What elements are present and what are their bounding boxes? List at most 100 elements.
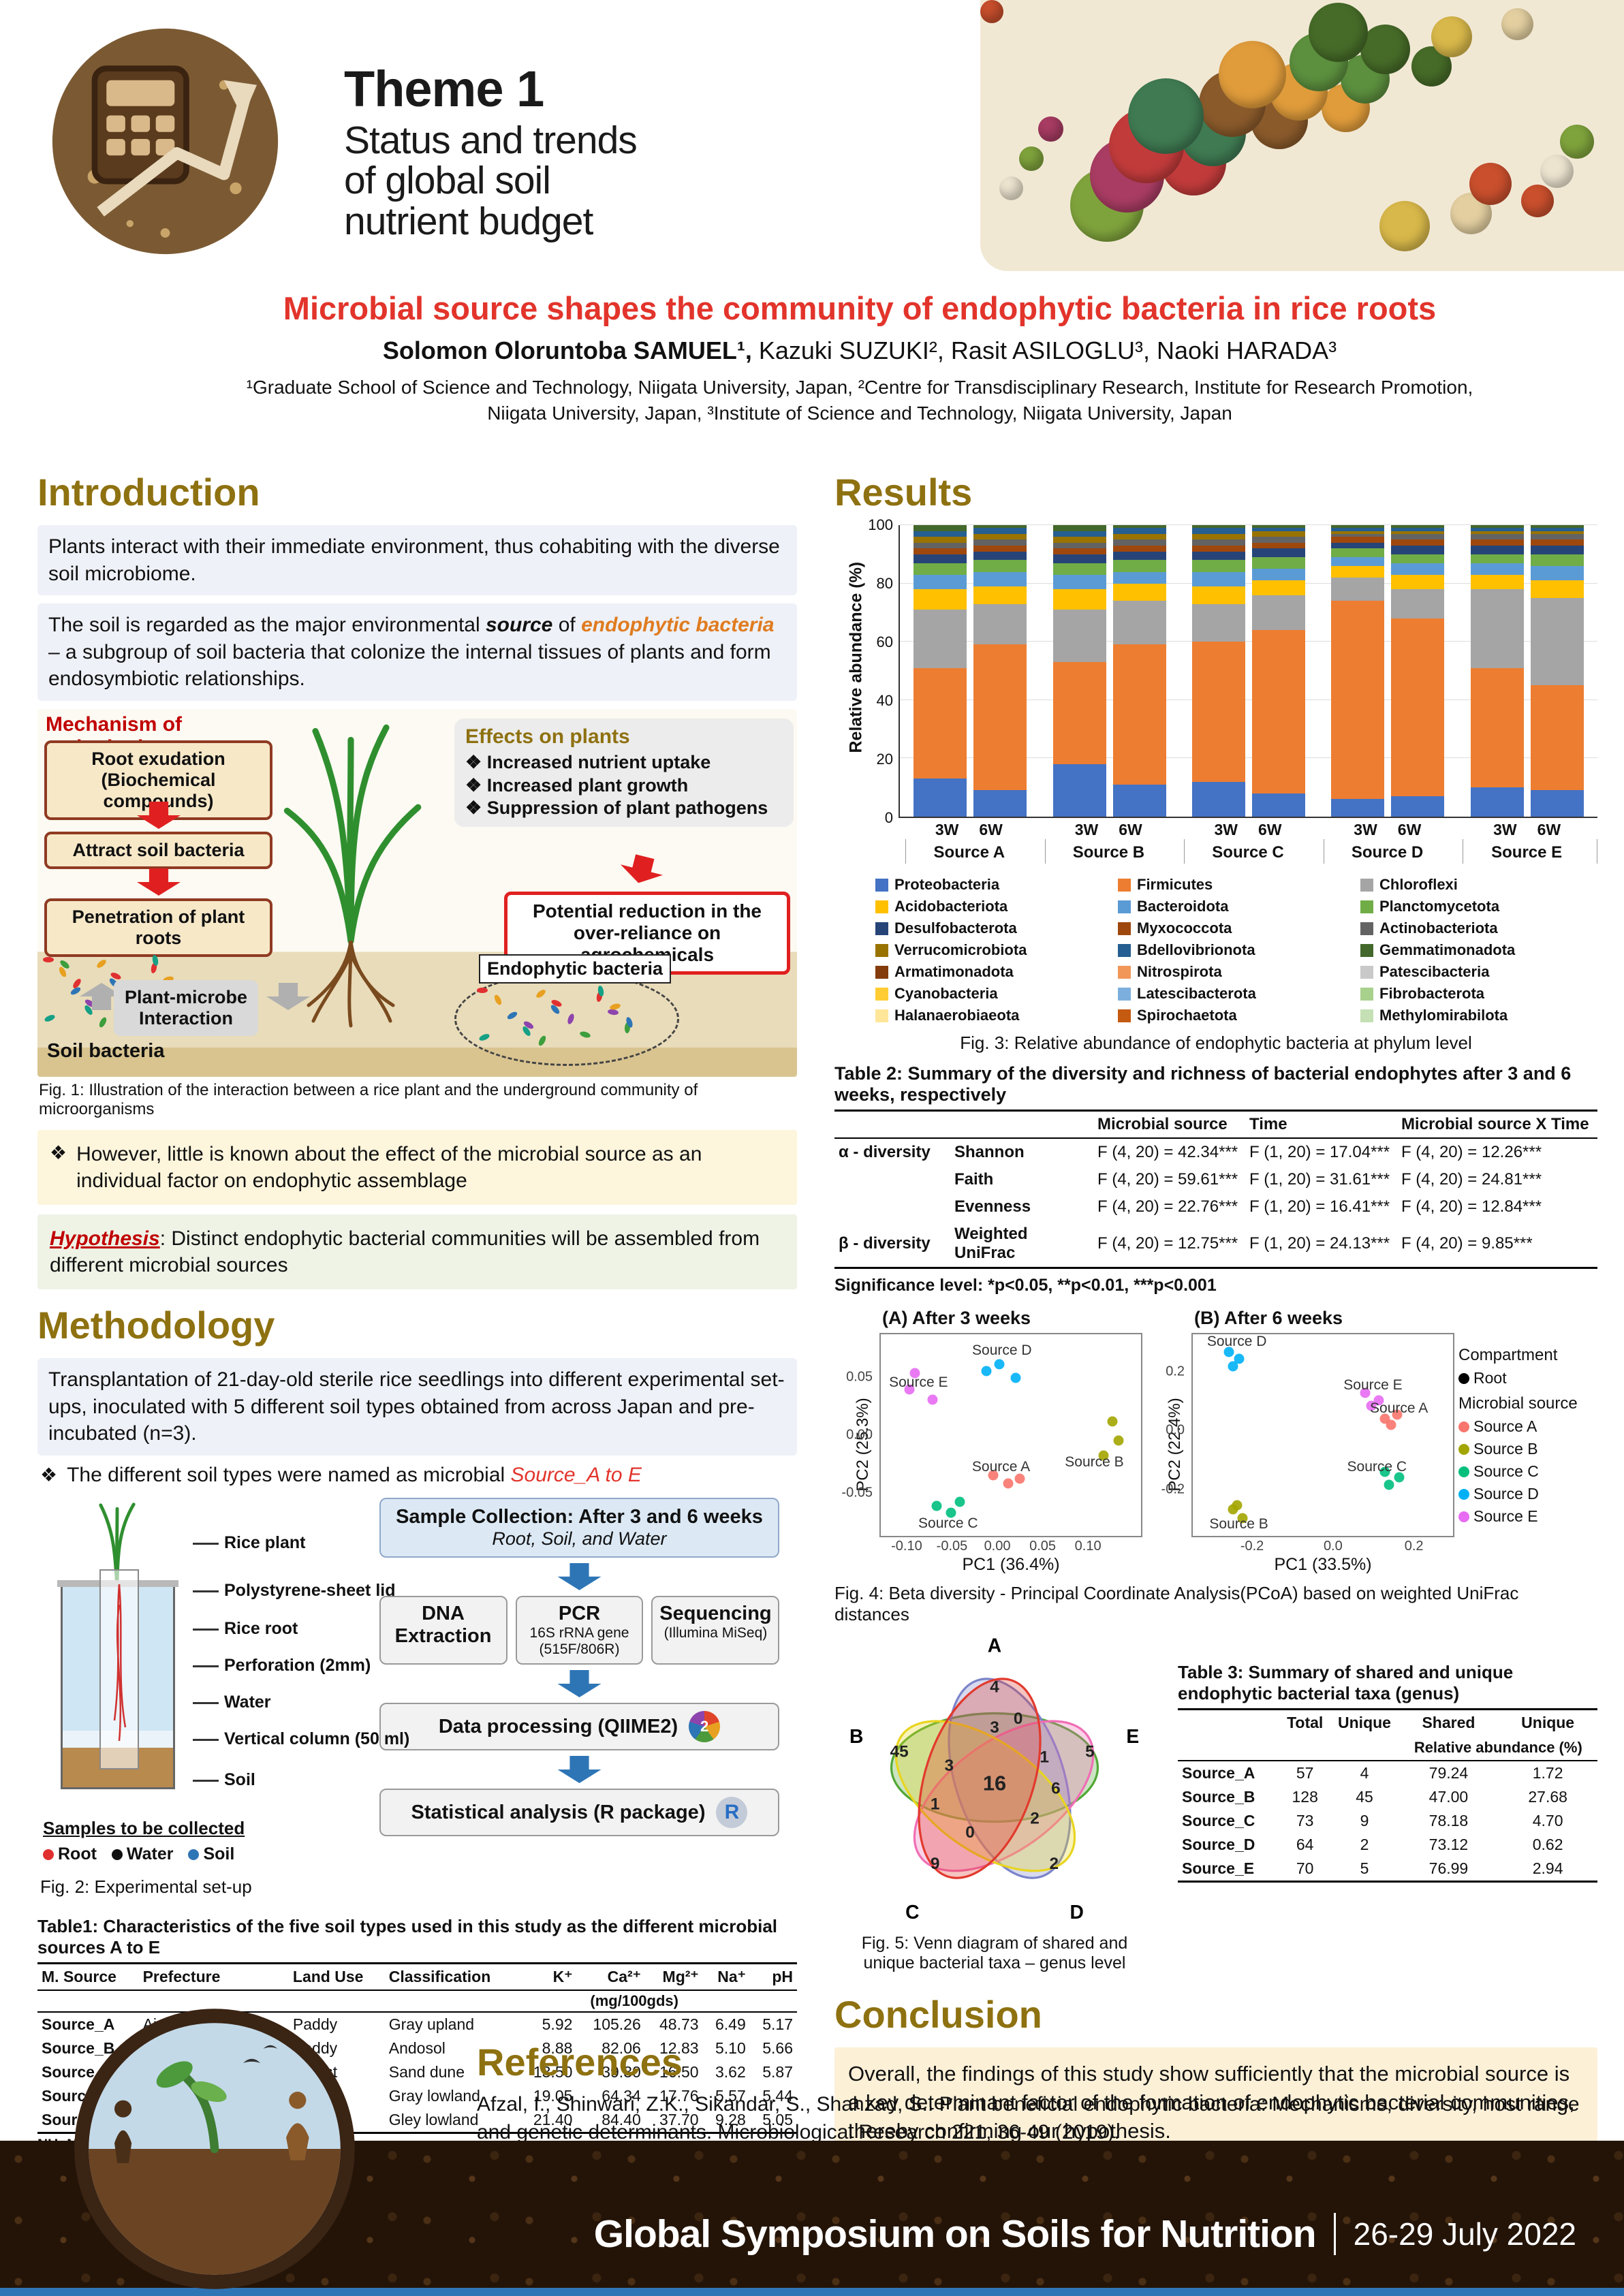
- fig3-bar-Source-D-3W: [1331, 525, 1385, 817]
- reference-item: Afzal, I., Shinwari, Z.K., Sikandar, S.,…: [477, 2093, 1580, 2143]
- pcoa-point: [904, 1384, 915, 1395]
- fig3-legend-item: Acidobacteriota: [875, 898, 1112, 915]
- fig3-source-label: Source B: [1044, 839, 1172, 864]
- fig3-y-axis: 0 20 40 60 80 100: [868, 516, 893, 826]
- fig3-legend-item: Cyanobacteria: [875, 985, 1112, 1003]
- fig1-interaction-box: Plant-microbe Interaction: [114, 979, 258, 1036]
- fig3-bar-Source-C-6W: [1252, 525, 1306, 817]
- fig3-legend-item: Chloroflexi: [1360, 876, 1597, 894]
- pcoa-point: [1373, 1395, 1384, 1406]
- food-collage-image: [980, 0, 1624, 271]
- workflow-flowchart: Sample Collection: After 3 and 6 weeks R…: [362, 1497, 797, 1906]
- fig3-legend-item: Verrucomicrobiota: [875, 941, 1112, 959]
- pcoa-b-xlabel: PC1 (33.5%): [1274, 1555, 1372, 1574]
- pcoa-point: [1392, 1409, 1403, 1420]
- pcoa-point: [1232, 1500, 1243, 1511]
- fig3-week-labels: 3W 6W 3W 6W 3W 6W 3W 6W 3W 6W: [935, 821, 1561, 838]
- fig1-box-penetration: Penetration of plant roots: [44, 898, 272, 958]
- fig3-caption: Fig. 3: Relative abundance of endophytic…: [960, 1033, 1472, 1053]
- fig3-legend-item: Bacteroidota: [1118, 898, 1355, 915]
- fig3-bar-Source-B-6W: [1112, 525, 1166, 817]
- authors: Solomon Oloruntoba SAMUEL¹, Kazuki SUZUK…: [116, 336, 1604, 365]
- bacterium-icon: [493, 994, 503, 1007]
- pcoa-point: [1234, 1353, 1245, 1364]
- fig1-endophytic-label: Endophytic bacteria: [479, 954, 672, 984]
- flow-arrow-icon: [557, 1670, 602, 1698]
- bacterium-icon: [43, 956, 54, 962]
- svg-text:A: A: [988, 1635, 1001, 1656]
- table2-diversity: Microbial source Time Microbial source X…: [834, 1110, 1597, 1269]
- flow-sample-collection: Sample Collection: After 3 and 6 weeks R…: [379, 1497, 780, 1558]
- pcoa-point: [927, 1394, 938, 1405]
- left-column: Introduction Plants interact with their …: [37, 470, 797, 2153]
- fig2-label: Vertical column (50 ml): [193, 1729, 409, 1749]
- pcoa-point: [1107, 1416, 1118, 1427]
- fig3-bar-Source-E-3W: [1470, 525, 1524, 817]
- fig3-legend-item: Fibrobacterota: [1360, 985, 1597, 1003]
- svg-text:4: 4: [990, 1678, 999, 1697]
- pcoa-point: [946, 1507, 956, 1518]
- qiime2-logo-icon: 2: [689, 1711, 721, 1743]
- references-heading: References: [477, 2041, 683, 2083]
- pcoa-point: [1384, 1479, 1394, 1490]
- methodology-heading: Methodology: [37, 1303, 275, 1347]
- intro-paragraph-1: Plants interact with their immediate env…: [37, 525, 797, 596]
- bacterium-icon: [477, 987, 488, 993]
- table-row: Source_B 128 45 47.00 27.68: [1182, 1788, 1567, 1806]
- legend-root-item: Root: [1458, 1369, 1595, 1387]
- rice-root-illustration: [307, 940, 395, 1028]
- food-item: [999, 176, 1024, 200]
- pcoa-point: [1098, 1450, 1109, 1461]
- title-block: Microbial source shapes the community of…: [116, 289, 1604, 426]
- bacterium-icon: [609, 1002, 621, 1011]
- pcoa-cluster-label: Source B: [1065, 1454, 1124, 1471]
- fig2-label: Rice plant: [193, 1533, 305, 1553]
- pcoa-point: [909, 1368, 920, 1379]
- pcoa-cluster-label: Source D: [972, 1342, 1032, 1358]
- food-item: [1038, 116, 1064, 142]
- fig4-pcoa-plots: (A) After 3 weeks PC2 (25.3%) -0.05 0.00 0…: [834, 1308, 1597, 1575]
- methodology-paragraph: Transplantation of 21-day-old sterile ri…: [37, 1357, 797, 1456]
- svg-text:2: 2: [1050, 1855, 1059, 1873]
- food-item: [1360, 24, 1410, 74]
- pcoa-a-xlabel: PC1 (36.4%): [962, 1555, 1060, 1574]
- svg-text:B: B: [849, 1725, 863, 1747]
- table-row: Faith F (4, 20) = 59.61*** F (1, 20) = 31.…: [954, 1170, 1542, 1189]
- fig3-legend-item: Proteobacteria: [875, 876, 1112, 894]
- fig1-effect-item: Increased nutrient uptake: [465, 751, 783, 774]
- fig3-legend-item: Armatimonadota: [875, 963, 1112, 981]
- pcoa-cluster-label: Source E: [1343, 1377, 1403, 1394]
- pcoa-legend-item: Source D: [1458, 1485, 1595, 1503]
- pcoa-legend: Compartment Root Microbial source Source…: [1458, 1308, 1595, 1575]
- fig1-effects-title: Effects on plants: [465, 725, 630, 748]
- pcoa-point: [1228, 1361, 1238, 1372]
- food-item: [1379, 200, 1430, 251]
- food-item: [1018, 146, 1044, 171]
- food-item: [1308, 2, 1368, 62]
- diamond-bullet-icon: ❖: [40, 1464, 58, 1485]
- svg-text:9: 9: [931, 1855, 940, 1873]
- fig2-label: Rice root: [193, 1619, 298, 1639]
- fig2-and-flowchart: Rice plant Polystyrene-sheet lid Rice ro…: [37, 1497, 797, 1906]
- pcoa-point: [1237, 1513, 1248, 1524]
- fig2-setup-schematic: Rice plant Polystyrene-sheet lid Rice ro…: [37, 1498, 409, 1906]
- hypothesis-label: Hypothesis: [50, 1227, 160, 1250]
- pcoa-point: [1386, 1419, 1396, 1430]
- sample-legend-item: Root: [43, 1844, 97, 1864]
- fig3-source-label: Source A: [905, 839, 1033, 864]
- fig1-caption: Fig. 1: Illustration of the interaction …: [39, 1080, 698, 1118]
- svg-text:16: 16: [983, 1771, 1006, 1795]
- fig1-soil-bacteria-label: Soil bacteria: [47, 1039, 165, 1062]
- fig3-legend-item: Halanaerobiaeota: [875, 1007, 1112, 1024]
- table-row: Source_E 70 5 76.99 2.94: [1182, 1859, 1563, 1877]
- pcoa-point: [1010, 1372, 1021, 1383]
- food-item: [980, 0, 1003, 23]
- pcoa-panel-a: (A) After 3 weeks PC2 (25.3%) -0.05 0.00 0…: [834, 1308, 1142, 1575]
- pcoa-cluster-label: Source D: [1206, 1333, 1267, 1349]
- r-logo-icon: R: [716, 1797, 748, 1829]
- fig3-legend: Proteobacteria Firmicutes Chloroflexi Acido…: [875, 876, 1597, 1024]
- bacterium-icon: [537, 1035, 548, 1048]
- fig3-source-label: Source C: [1184, 839, 1311, 864]
- pcoa-point: [1014, 1473, 1025, 1484]
- fig3-legend-item: Gemmatimonadota: [1360, 941, 1597, 959]
